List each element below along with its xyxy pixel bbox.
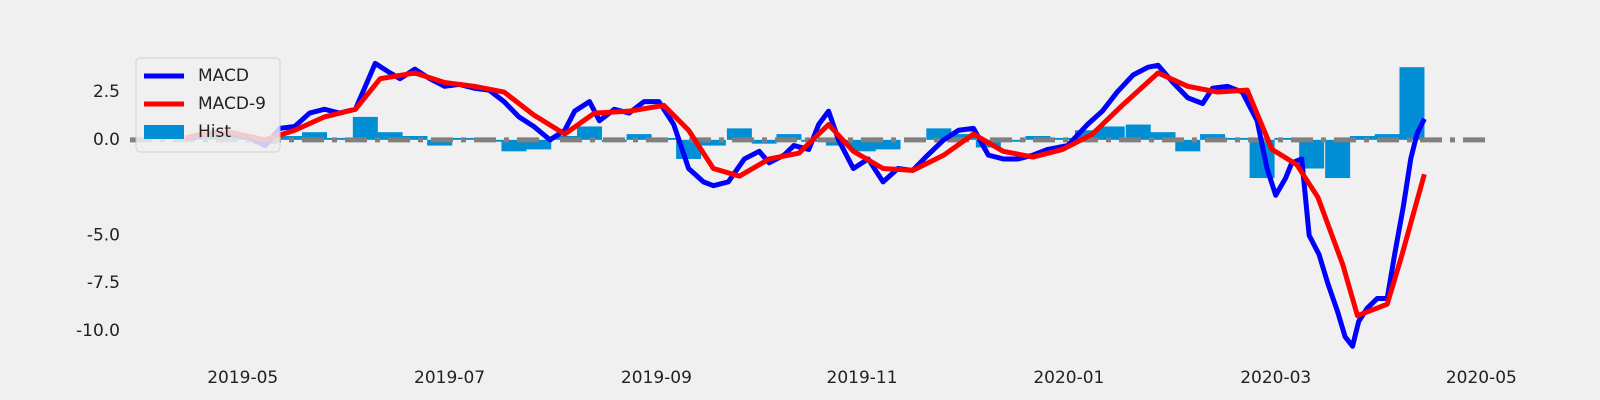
line [185, 70, 1427, 319]
bar [1325, 139, 1351, 179]
bar [776, 134, 802, 140]
x-tick-label: 2020-03 [1240, 368, 1311, 388]
bar [1099, 126, 1125, 140]
bar [1374, 134, 1400, 140]
x-tick-label: 2019-07 [414, 368, 485, 388]
bar [626, 134, 652, 140]
y-tick-label: -5.0 [87, 225, 120, 245]
legend-label: MACD [198, 66, 249, 86]
y-tick-label: 2.5 [93, 82, 120, 102]
bar [726, 128, 752, 140]
bar [402, 136, 428, 140]
bar [850, 139, 876, 152]
x-tick-label: 2019-09 [621, 368, 692, 388]
bar [377, 132, 403, 140]
y-tick-label: -10.0 [76, 321, 120, 341]
bar [352, 116, 378, 140]
y-tick-label: 0.0 [93, 130, 120, 150]
bar [1150, 132, 1176, 140]
x-tick-label: 2019-05 [207, 368, 278, 388]
bar [1125, 124, 1151, 140]
bar [951, 134, 977, 140]
legend-label: MACD-9 [198, 94, 266, 114]
y-tick-label: -7.5 [87, 273, 120, 293]
bar [577, 126, 603, 140]
legend-swatch [144, 125, 184, 139]
x-tick-label: 2020-05 [1446, 368, 1517, 388]
bar [1200, 134, 1226, 140]
bar [1349, 136, 1375, 140]
bar [1274, 137, 1300, 140]
legend-label: Hist [198, 122, 231, 142]
bar [875, 139, 901, 150]
bar [302, 132, 328, 140]
x-tick-label: 2020-01 [1033, 368, 1104, 388]
bar [501, 139, 527, 152]
line [185, 60, 1427, 349]
bar [926, 128, 952, 140]
bar [526, 139, 552, 150]
bar [326, 137, 352, 140]
bar [1050, 137, 1076, 140]
bar [1175, 139, 1201, 152]
x-tick-label: 2019-11 [827, 368, 898, 388]
bar [700, 139, 726, 146]
legend: MACD MACD-9 Hist [135, 57, 281, 153]
bar [427, 139, 453, 146]
bar [1000, 139, 1026, 142]
